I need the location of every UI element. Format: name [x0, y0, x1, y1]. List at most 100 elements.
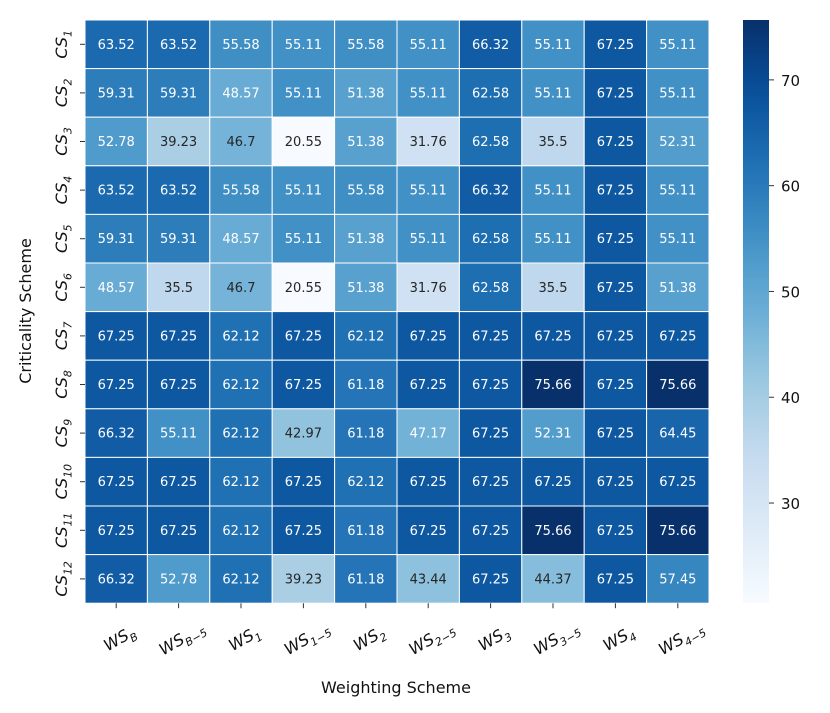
cell-value-label: 67.25 — [472, 475, 509, 490]
cell-value-label: 67.25 — [472, 572, 509, 587]
cell-value-label: 39.23 — [285, 572, 322, 587]
heatmap-cell — [646, 19, 710, 70]
cell-value-label: 75.66 — [659, 524, 696, 539]
heatmap-cell — [646, 68, 710, 118]
heatmap-cell — [334, 408, 398, 458]
heatmap-cell — [458, 68, 523, 118]
svg-text:CS3: CS3 — [52, 127, 74, 156]
x-tick-label: WS4 — [600, 625, 640, 654]
cell-value-label: 62.58 — [472, 281, 509, 296]
heatmap-cell — [646, 554, 710, 604]
cell-value-label: 43.44 — [410, 572, 447, 587]
colorbar-tick-label: 50 — [781, 283, 800, 301]
heatmap-cell — [146, 19, 211, 70]
cell-value-label: 66.32 — [98, 572, 135, 587]
colorbar-tick-label: 60 — [781, 178, 800, 196]
cell-value-label: 67.25 — [597, 329, 634, 344]
heatmap-cell — [396, 359, 460, 410]
cell-value-label: 67.25 — [160, 378, 197, 393]
heatmap-cell — [396, 311, 460, 361]
cell-value-label: 55.11 — [285, 38, 322, 53]
cell-value-label: 67.25 — [285, 524, 322, 539]
heatmap-cell — [646, 359, 710, 410]
y-axis-ticks: CS1 CS2 CS3 CS4 CS5 CS6 CS7 CS8 CS9 CS10 CS11 CS12 — [52, 30, 85, 597]
heatmap-cell — [583, 554, 648, 604]
heatmap-cell — [583, 456, 648, 507]
heatmap-cell — [396, 213, 460, 264]
heatmap-cell — [396, 19, 460, 70]
heatmap-cell — [84, 456, 148, 507]
colorbar-tick-label: 70 — [781, 72, 800, 90]
cell-value-label: 46.7 — [227, 281, 256, 296]
heatmap-cell — [646, 408, 710, 458]
cell-value-label: 55.11 — [410, 38, 447, 53]
heatmap-cell — [271, 359, 336, 410]
cell-value-label: 67.25 — [160, 524, 197, 539]
svg-text:WS4−5: WS4−5 — [655, 618, 709, 662]
colorbar-gradient — [743, 20, 769, 603]
heatmap-cell — [458, 359, 523, 410]
x-tick-label: WS2−5 — [406, 618, 460, 662]
cell-value-label: 55.11 — [410, 184, 447, 199]
cell-value-label: 75.66 — [534, 378, 571, 393]
svg-text:WS2: WS2 — [350, 622, 390, 658]
y-axis-label: Criticality Scheme — [16, 238, 35, 384]
heatmap-cell — [209, 116, 273, 167]
cell-value-label: 75.66 — [659, 378, 696, 393]
cell-value-label: 67.25 — [534, 329, 571, 344]
cell-value-label: 55.11 — [285, 86, 322, 101]
heatmap-cell — [458, 213, 523, 264]
heatmap-cell — [334, 213, 398, 264]
cell-value-label: 63.52 — [160, 38, 197, 53]
svg-text:WS2−5: WS2−5 — [406, 618, 460, 662]
heatmap-cell — [583, 311, 648, 361]
cell-value-label: 67.25 — [659, 475, 696, 490]
cell-value-label: 67.25 — [597, 572, 634, 587]
x-tick-label: WS2 — [350, 622, 390, 658]
heatmap-cell — [84, 19, 148, 70]
cell-value-label: 67.25 — [285, 475, 322, 490]
heatmap-cell — [209, 408, 273, 458]
svg-text:CS6: CS6 — [52, 273, 74, 302]
cell-value-label: 63.52 — [160, 184, 197, 199]
cell-value-label: 35.5 — [164, 281, 193, 296]
heatmap-cell — [458, 311, 523, 361]
heatmap-cell — [458, 408, 523, 458]
cell-value-label: 63.52 — [98, 38, 135, 53]
heatmap-cell — [521, 456, 585, 507]
svg-text:WSB−5: WSB−5 — [156, 618, 210, 662]
cell-value-label: 67.25 — [597, 38, 634, 53]
cell-value-label: 31.76 — [410, 135, 447, 150]
cell-value-label: 75.66 — [534, 524, 571, 539]
heatmap-cell — [209, 359, 273, 410]
heatmap-cell — [209, 213, 273, 264]
heatmap-cell — [521, 213, 585, 264]
y-tick-label: CS9 — [52, 419, 74, 448]
cell-value-label: 55.11 — [659, 38, 696, 53]
cell-value-label: 55.11 — [160, 427, 197, 442]
cell-value-label: 62.12 — [222, 378, 259, 393]
cell-value-label: 67.25 — [472, 378, 509, 393]
cell-value-label: 55.11 — [534, 232, 571, 247]
cell-value-label: 55.11 — [285, 184, 322, 199]
x-tick-label: WS1 — [225, 625, 265, 654]
cell-value-label: 51.38 — [659, 281, 696, 296]
cell-value-label: 39.23 — [160, 135, 197, 150]
x-tick-label: WSB−5 — [156, 618, 210, 662]
cell-value-label: 67.25 — [285, 329, 322, 344]
cell-value-label: 62.12 — [222, 524, 259, 539]
svg-text:CS12: CS12 — [52, 561, 74, 597]
svg-text:CS8: CS8 — [52, 370, 74, 399]
y-tick-label: CS3 — [52, 127, 74, 156]
cell-value-label: 67.25 — [98, 475, 135, 490]
cell-value-label: 67.25 — [285, 378, 322, 393]
heatmap-cell — [271, 505, 336, 556]
heatmap-cell — [583, 213, 648, 264]
x-tick-label: WSB — [100, 626, 140, 655]
heatmap-cell — [583, 165, 648, 215]
cell-value-label: 67.25 — [410, 475, 447, 490]
cell-value-label: 67.25 — [597, 184, 634, 199]
svg-text:CS11: CS11 — [52, 513, 74, 548]
cell-value-label: 52.78 — [160, 572, 197, 587]
cell-value-label: 62.12 — [222, 427, 259, 442]
